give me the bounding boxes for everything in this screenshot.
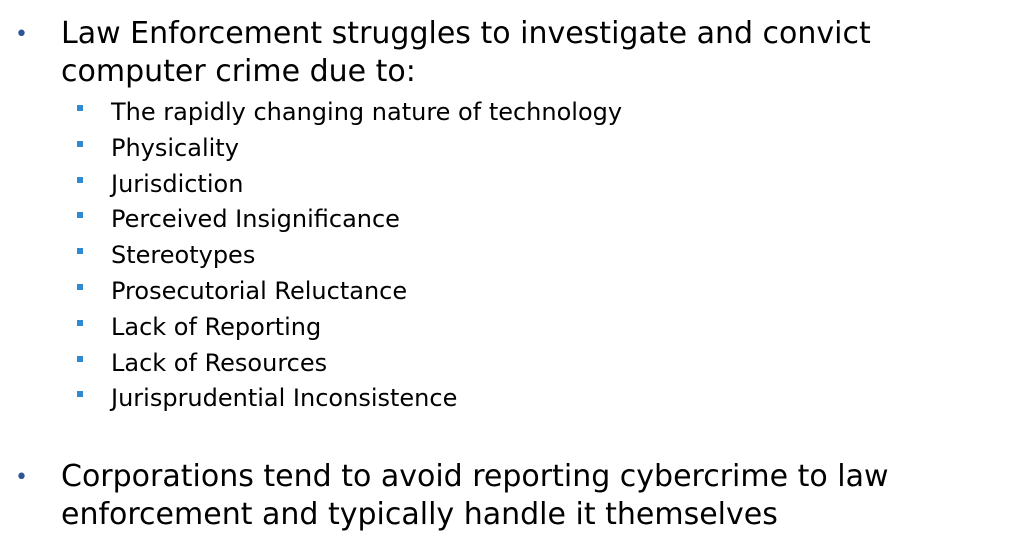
reason-text: Lack of Reporting <box>111 312 322 341</box>
reason-text: Lack of Resources <box>111 348 328 377</box>
square-bullet-icon <box>77 283 83 290</box>
reason-item: The rapidly changing nature of technolog… <box>0 97 700 133</box>
reason-item: Jurisprudential Inconsistence <box>0 383 700 419</box>
reason-item: Lack of Resources <box>0 348 700 384</box>
square-bullet-icon <box>77 319 83 326</box>
reason-item: Prosecutorial Reluctance <box>0 276 700 312</box>
square-bullet-icon <box>77 105 83 111</box>
bullet-dot-icon: • <box>15 465 28 490</box>
square-bullet-icon <box>77 248 83 255</box>
reason-item: Jurisdiction <box>0 169 700 205</box>
reason-text: Prosecutorial Reluctance <box>111 276 408 305</box>
square-bullet-icon <box>77 355 83 362</box>
square-bullet-icon <box>77 391 83 398</box>
reason-item: Stereotypes <box>0 240 700 276</box>
reason-text: Jurisdiction <box>111 169 244 198</box>
reason-text: Jurisprudential Inconsistence <box>111 384 458 413</box>
reason-text: Stereotypes <box>111 241 256 270</box>
bullet-text-corporations: Corporations tend to avoid reporting cyb… <box>61 459 889 532</box>
bullet-dot-icon: • <box>15 22 28 47</box>
reason-item: Lack of Reporting <box>0 312 700 348</box>
square-bullet-icon <box>77 212 83 219</box>
reasons-list: The rapidly changing nature of technolog… <box>0 97 700 419</box>
reason-text: Physicality <box>111 133 239 162</box>
square-bullet-icon <box>77 140 83 147</box>
reason-text: The rapidly changing nature of technolog… <box>111 98 623 126</box>
reason-item: Perceived Insignificance <box>0 204 700 240</box>
reason-text: Perceived Insignificance <box>111 205 400 234</box>
square-bullet-icon <box>77 176 83 183</box>
reason-item: Physicality <box>0 133 700 169</box>
bullet-text-law-enforcement: Law Enforcement struggles to investigate… <box>61 16 871 89</box>
